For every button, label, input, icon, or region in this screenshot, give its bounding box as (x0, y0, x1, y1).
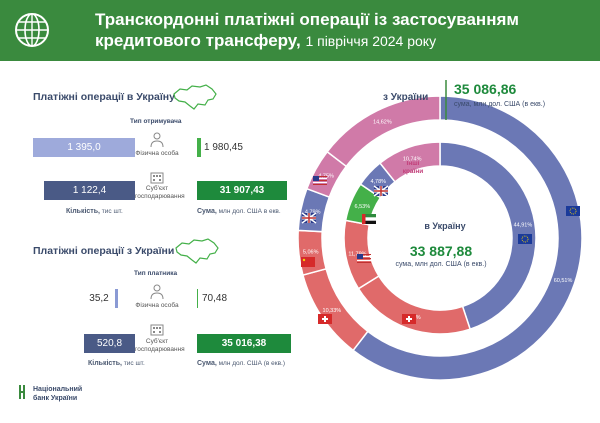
individual-count-bar (115, 289, 118, 308)
globe-icon (15, 13, 49, 47)
count-caption: Кількість, тис шт. (88, 360, 145, 367)
outer-slice-label-5: 14,62% (373, 119, 392, 125)
inner-chart-title: в Україну (424, 221, 465, 231)
eu-flag-icon (518, 234, 532, 244)
nbu-logo-icon (19, 385, 25, 399)
outer-slice-5 (326, 95, 441, 168)
sum-caption: Сума, млн дол. США в екв. (197, 208, 281, 215)
sum-caption: Сума, млн дол. США (в екв.) (197, 360, 286, 367)
person-icon (150, 132, 164, 148)
inner-slice-0 (439, 141, 537, 331)
title-text: Транскордонні платіжні операції із засто… (95, 10, 519, 50)
individual-count-value: 35,2 (89, 293, 109, 304)
cn-flag-icon (301, 257, 315, 267)
us-flag-icon (313, 176, 327, 185)
inner-slice-label-4: 4,78% (370, 179, 386, 185)
outer-total-unit: сума, млн дол. США (в екв.) (454, 101, 545, 108)
individual-count-box: 1 395,0 (33, 138, 135, 157)
page-title: Транскордонні платіжні операції із засто… (95, 9, 575, 52)
nbu-logo: Національний банк України (33, 386, 83, 402)
building-icon (150, 172, 164, 184)
business-count-box: 520,8 (84, 334, 135, 353)
header-banner: Транскордонні платіжні операції із засто… (0, 0, 600, 61)
inner-slice-5 (378, 141, 441, 183)
business-sum-box: 31 907,43 (197, 181, 287, 200)
individual-label: Фізична особа (135, 302, 179, 309)
inner-slice-label-5: 10,74% (403, 157, 422, 163)
outer-total-value: 35 086,86 (454, 81, 516, 97)
type-label: Тип платника (134, 270, 178, 277)
count-caption: Кількість, тис шт. (66, 208, 123, 215)
individual-sum-value: 70,48 (202, 293, 228, 304)
ukraine-map-icon (173, 84, 217, 110)
type-label: Тип отримувача (130, 118, 182, 125)
inner-slice-1 (357, 274, 472, 335)
outer-slice-label-3: 4,79% (305, 210, 321, 216)
outer-slice-label-2: 5,06% (303, 250, 319, 256)
individual-sum-value: 1 980,45 (204, 142, 243, 153)
section-title-from-ukraine: Платіжні операції з України (33, 245, 175, 257)
us-flag-icon (357, 254, 371, 263)
other-countries-label-line2: країни (403, 168, 424, 175)
person-icon (150, 284, 164, 300)
outer-slice-label-0: 60,51% (554, 278, 573, 284)
inner-slice-label-3: 6,53% (355, 204, 371, 210)
outer-chart-title: з України (383, 92, 428, 103)
ch-flag-icon (318, 314, 332, 324)
ae-flag-icon (362, 214, 376, 224)
building-icon (150, 324, 164, 336)
business-label: Суб'єкт господарювання (135, 185, 185, 200)
business-label: Суб'єкт господарювання (135, 338, 185, 353)
outer-slice-label-1: 10,33% (323, 308, 342, 314)
individual-label: Фізична особа (135, 150, 179, 157)
gb-flag-icon (301, 212, 317, 224)
inner-total-value: 33 887,88 (410, 243, 472, 259)
individual-sum-bar (197, 138, 201, 157)
ch-flag-icon (402, 314, 416, 324)
business-count-box: 1 122,4 (44, 181, 135, 200)
gb-flag-icon (373, 185, 389, 197)
title-subtitle: 1 півріччя 2024 року (305, 33, 437, 49)
business-sum-box: 35 016,38 (197, 334, 291, 353)
inner-slice-label-0: 44,91% (514, 223, 533, 229)
ukraine-map-icon (175, 238, 219, 264)
eu-flag-icon (566, 206, 580, 216)
outer-slice-0 (352, 95, 583, 381)
other-countries-label: Інші (407, 159, 420, 167)
individual-sum-bar (197, 289, 198, 308)
inner-total-unit: сума, млн дол. США (в екв.) (395, 261, 486, 268)
section-title-to-ukraine: Платіжні операції в Україну (33, 91, 175, 103)
